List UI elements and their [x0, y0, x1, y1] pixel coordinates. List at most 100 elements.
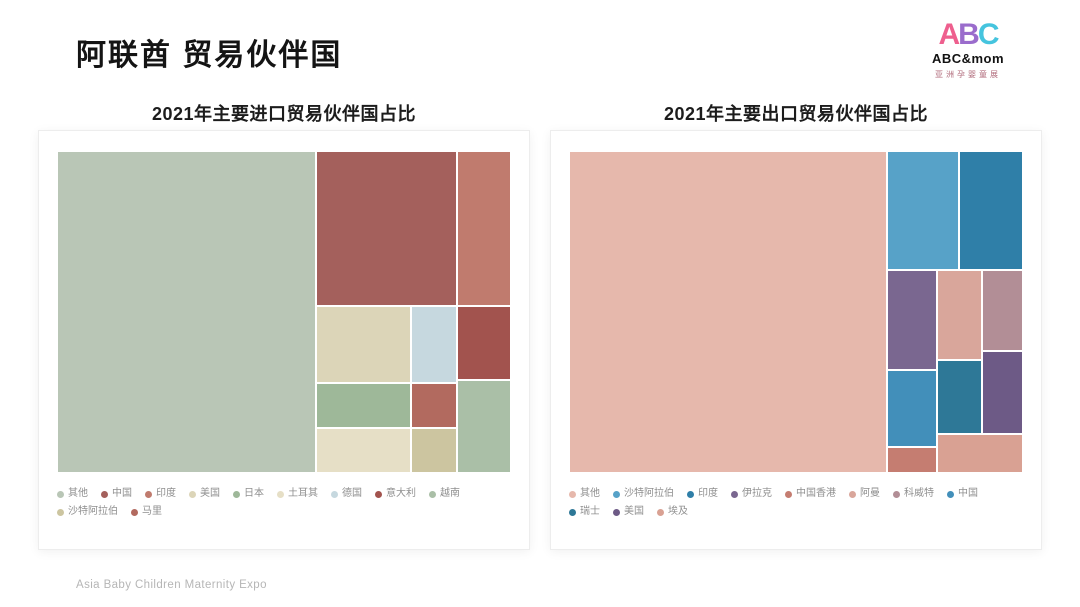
- legend-dot-icon: [101, 490, 108, 498]
- legend-dot-icon: [189, 490, 196, 498]
- legend-item-其他: 其他: [569, 485, 600, 503]
- legend-label: 美国: [624, 506, 644, 517]
- legend-label: 意大利: [386, 488, 416, 499]
- legend-dot-icon: [785, 490, 792, 498]
- treemap-tile-中国香港: [886, 447, 937, 473]
- treemap-tile-埃及: [936, 434, 1023, 473]
- import-chart-card: 其他 中国 印度 美国 日本 土耳其 德国 意大利 越南沙特阿拉伯 马里: [38, 130, 530, 550]
- legend-dot-icon: [233, 490, 240, 498]
- legend-label: 其他: [68, 488, 88, 499]
- legend-dot-icon: [947, 490, 954, 498]
- legend-item-美国: 美国: [189, 485, 220, 503]
- legend-item-阿曼: 阿曼: [849, 485, 880, 503]
- treemap-tile-沙特阿拉伯: [411, 427, 457, 473]
- legend-dot-icon: [657, 508, 664, 516]
- legend-dot-icon: [57, 508, 64, 516]
- legend-dot-icon: [569, 508, 576, 516]
- legend-dot-icon: [613, 490, 620, 498]
- logo-letter-a: A: [938, 18, 960, 51]
- treemap-tile-印度: [959, 151, 1023, 271]
- legend-dot-icon: [613, 508, 620, 516]
- treemap-tile-美国: [315, 305, 412, 383]
- legend-item-德国: 德国: [331, 485, 362, 503]
- legend-item-其他: 其他: [57, 485, 88, 503]
- legend-label: 马里: [142, 506, 162, 517]
- legend-dot-icon: [331, 490, 338, 498]
- legend-item-埃及: 埃及: [657, 503, 688, 521]
- legend-item-沙特阿拉伯: 沙特阿拉伯: [613, 485, 674, 503]
- legend-item-意大利: 意大利: [375, 485, 416, 503]
- page-title: 阿联酋 贸易伙伴国: [76, 39, 343, 72]
- legend-item-美国: 美国: [613, 503, 644, 521]
- treemap-tile-德国: [411, 305, 457, 383]
- legend-item-科威特: 科威特: [893, 485, 934, 503]
- logo-letter-c: C: [977, 18, 1000, 51]
- export-legend: 其他 沙特阿拉伯 印度 伊拉克 中国香港 阿曼 科威特 中国 瑞士 美国 埃及: [569, 485, 1023, 521]
- legend-item-土耳其: 土耳其: [277, 485, 318, 503]
- legend-dot-icon: [893, 490, 900, 498]
- legend-item-伊拉克: 伊拉克: [731, 485, 772, 503]
- treemap-tile-马里: [411, 382, 457, 428]
- export-treemap: [569, 151, 1023, 473]
- legend-item-马里: 马里: [131, 503, 162, 521]
- legend-label: 中国香港: [796, 488, 836, 499]
- logo-letter-b: B: [958, 18, 980, 51]
- legend-item-日本: 日本: [233, 485, 264, 503]
- treemap-tile-沙特阿拉伯: [886, 151, 960, 271]
- export-chart-card: 其他 沙特阿拉伯 印度 伊拉克 中国香港 阿曼 科威特 中国 瑞士 美国 埃及: [550, 130, 1042, 550]
- treemap-tile-科威特: [982, 270, 1023, 351]
- legend-label: 中国: [958, 488, 978, 499]
- treemap-tile-中国: [886, 369, 937, 448]
- treemap-tile-土耳其: [315, 427, 412, 473]
- logo-brand-name: ABC&mom: [931, 51, 1005, 66]
- legend-label: 中国: [112, 488, 132, 499]
- legend-dot-icon: [277, 490, 284, 498]
- legend-label: 科威特: [904, 488, 934, 499]
- legend-label: 其他: [580, 488, 600, 499]
- treemap-tile-印度: [456, 151, 511, 306]
- legend-label: 印度: [698, 488, 718, 499]
- legend-item-印度: 印度: [145, 485, 176, 503]
- legend-label: 埃及: [668, 506, 688, 517]
- legend-label: 阿曼: [860, 488, 880, 499]
- import-chart-title: 2021年主要进口贸易伙伴国占比: [151, 104, 417, 124]
- footer-expo-name: Asia Baby Children Maternity Expo: [76, 579, 267, 591]
- treemap-tile-伊拉克: [886, 270, 937, 370]
- legend-label: 沙特阿拉伯: [624, 488, 674, 499]
- legend-label: 沙特阿拉伯: [68, 506, 118, 517]
- export-chart-title: 2021年主要出口贸易伙伴国占比: [663, 104, 929, 124]
- treemap-tile-日本: [315, 382, 412, 428]
- import-legend: 其他 中国 印度 美国 日本 土耳其 德国 意大利 越南沙特阿拉伯 马里: [57, 485, 511, 521]
- treemap-tile-瑞士: [936, 360, 983, 435]
- legend-label: 日本: [244, 488, 264, 499]
- treemap-tile-美国: [982, 350, 1023, 435]
- treemap-tile-阿曼: [936, 270, 983, 361]
- legend-dot-icon: [145, 490, 152, 498]
- legend-item-沙特阿拉伯: 沙特阿拉伯: [57, 503, 118, 521]
- legend-label: 土耳其: [288, 488, 318, 499]
- legend-label: 伊拉克: [742, 488, 772, 499]
- legend-item-中国: 中国: [947, 485, 978, 503]
- treemap-tile-其他: [57, 151, 316, 473]
- charts-row: 2021年主要进口贸易伙伴国占比 其他 中国 印度 美国 日本 土耳其 德国 意大利 越南 沙特阿…: [38, 100, 1042, 550]
- legend-dot-icon: [687, 490, 694, 498]
- logo-tagline: 亚洲孕婴童展: [935, 70, 1001, 79]
- legend-item-中国: 中国: [101, 485, 132, 503]
- legend-label: 越南: [440, 488, 460, 499]
- export-chart-column: 2021年主要出口贸易伙伴国占比 其他 沙特阿拉伯 印度 伊拉克 中国香港 阿曼 科威特 中国…: [550, 100, 1042, 550]
- legend-dot-icon: [569, 490, 576, 498]
- legend-label: 德国: [342, 488, 362, 499]
- legend-dot-icon: [731, 490, 738, 498]
- legend-label: 美国: [200, 488, 220, 499]
- legend-dot-icon: [429, 490, 436, 498]
- legend-dot-icon: [375, 490, 382, 498]
- treemap-tile-其他: [569, 151, 887, 473]
- legend-item-越南: 越南: [429, 485, 460, 503]
- import-chart-column: 2021年主要进口贸易伙伴国占比 其他 中国 印度 美国 日本 土耳其 德国 意大利 越南沙特阿…: [38, 100, 530, 550]
- legend-item-中国香港: 中国香港: [785, 485, 836, 503]
- logo-abc-icon: ABC: [908, 20, 1028, 50]
- legend-item-印度: 印度: [687, 485, 718, 503]
- legend-dot-icon: [849, 490, 856, 498]
- treemap-tile-中国: [315, 151, 457, 306]
